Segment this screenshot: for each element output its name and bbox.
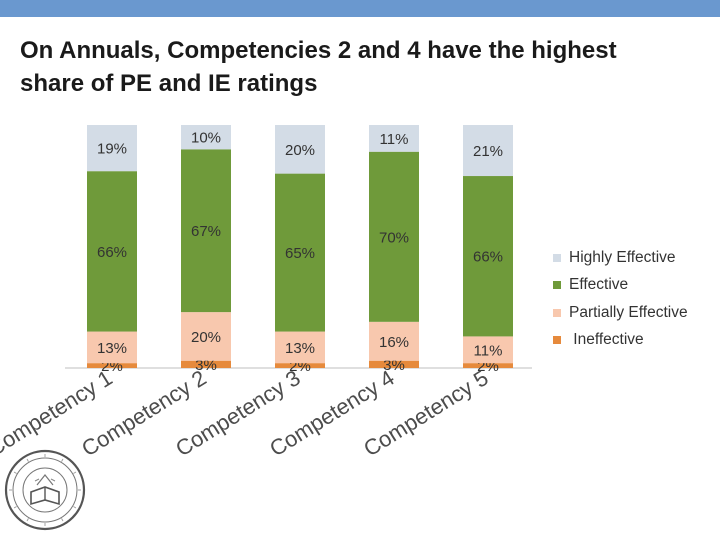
bar-segment-ineffective-5	[463, 363, 513, 368]
legend-label-partially-effective: Partially Effective	[569, 303, 688, 321]
bar-segment-effective-4	[369, 151, 419, 322]
legend-item-highly-effective: Highly Effective	[553, 244, 688, 272]
legend-item-ineffective: Ineffective	[553, 327, 688, 355]
data-label-partially_effective-4: 16%	[379, 334, 409, 351]
legend-label-ineffective: Ineffective	[569, 331, 644, 349]
top-accent-bar	[0, 0, 720, 17]
slide-title: On Annuals, Competencies 2 and 4 have th…	[20, 37, 617, 97]
data-label-ineffective-4: 3%	[383, 357, 405, 374]
bar-segment-ineffective-2	[181, 360, 231, 368]
data-label-highly_effective-3: 20%	[285, 142, 315, 159]
data-label-partially_effective-2: 20%	[191, 329, 221, 346]
legend-swatch-effective	[553, 281, 561, 290]
bar-segment-partially_effective-2	[181, 312, 231, 361]
data-label-partially_effective-3: 13%	[285, 340, 315, 357]
legend-swatch-partially-effective	[553, 308, 561, 317]
legend-item-effective: Effective	[553, 272, 688, 300]
bar-segment-highly_effective-4	[369, 125, 419, 152]
bar-segment-effective-5	[463, 176, 513, 337]
bar-segment-highly_effective-2	[181, 125, 231, 150]
legend-swatch-highly-effective	[553, 253, 561, 262]
chart-legend: Highly Effective Effective Partially Eff…	[553, 244, 688, 354]
bar-segment-highly_effective-3	[275, 125, 325, 174]
data-label-ineffective-2: 3%	[195, 357, 217, 374]
bar-segment-partially_effective-3	[275, 331, 325, 364]
legend-item-partially-effective: Partially Effective	[553, 299, 688, 327]
data-label-effective-5: 66%	[473, 249, 503, 266]
legend-swatch-ineffective	[553, 336, 561, 345]
bar-segment-ineffective-4	[369, 360, 419, 368]
data-label-effective-2: 67%	[191, 223, 221, 240]
data-label-highly_effective-4: 11%	[380, 131, 409, 148]
bar-segment-partially_effective-1	[87, 331, 137, 364]
data-label-effective-4: 70%	[379, 229, 409, 246]
data-label-highly_effective-5: 21%	[473, 143, 503, 160]
bar-segment-effective-1	[87, 171, 137, 332]
bar-segment-partially_effective-4	[369, 321, 419, 361]
bar-segment-ineffective-1	[87, 363, 137, 368]
data-label-partially_effective-1: 13%	[97, 340, 127, 357]
data-label-highly_effective-2: 10%	[191, 130, 221, 147]
data-label-partially_effective-5: 11%	[474, 342, 503, 359]
data-label-effective-1: 66%	[97, 244, 127, 261]
bar-segment-highly_effective-5	[463, 125, 513, 177]
bar-segment-partially_effective-5	[463, 336, 513, 364]
legend-label-highly-effective: Highly Effective	[569, 248, 676, 266]
bar-segment-effective-3	[275, 173, 325, 332]
bar-segment-ineffective-3	[275, 363, 325, 368]
bar-segment-highly_effective-1	[87, 125, 137, 172]
bar-segment-effective-2	[181, 149, 231, 313]
legend-label-effective: Effective	[569, 276, 629, 294]
data-label-highly_effective-1: 19%	[97, 141, 127, 158]
data-label-effective-3: 65%	[285, 245, 315, 262]
district-seal-icon	[4, 449, 86, 531]
